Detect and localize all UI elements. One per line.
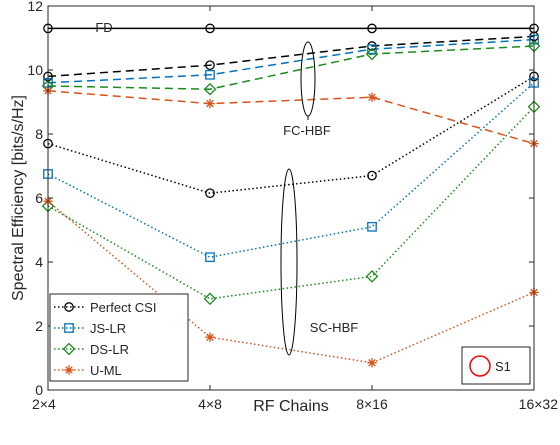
axis-ticks: 0 2 4 6 8 10 12 2×4 4×8 8×16 16×32 [27,0,558,412]
series-line-fc_js [47,38,535,84]
scenario-label: S1 [495,359,511,374]
series-line-sc_ds [47,106,535,300]
fc-hbf-label: FC-HBF [283,123,331,138]
legend-item-sc_ds: DS-LR [54,342,129,357]
data-point-sc_perfect [205,188,215,199]
y-tick-label: 0 [35,382,43,398]
legend-label: Perfect CSI [90,300,156,315]
x-tick-label: 4×8 [198,396,222,412]
legend-label: DS-LR [90,342,129,357]
data-point-fd [367,23,377,34]
y-tick-label: 12 [27,0,43,14]
data-point-fd [205,23,215,34]
legend-item-sc_uml: U-ML [54,363,122,378]
legend-marker [64,365,74,375]
legend-item-sc_perfect: Perfect CSI [54,300,156,315]
data-point-sc_js [205,252,215,263]
y-axis-title: Spectral Efficiency [bits/s/Hz] [10,95,27,301]
y-tick-label: 8 [35,126,43,142]
data-point-sc_js [367,221,377,232]
data-point-fc_js [205,69,215,80]
legend-item-sc_js: JS-LR [54,321,126,336]
x-tick-label: 2×4 [32,396,56,412]
legend-label: JS-LR [90,321,126,336]
legend-label: U-ML [90,363,122,378]
series-line-sc_perfect [47,75,535,194]
legend: Perfect CSI JS-LR DS-LR U-ML [49,293,189,382]
scenario-marker-icon [469,355,491,377]
x-tick-label: 8×16 [356,396,388,412]
data-point-sc_uml [205,332,215,342]
y-tick-label: 6 [35,190,43,206]
data-point-sc_uml [367,358,377,368]
scenario-box: S1 [461,346,531,385]
fd-label: FD [95,20,112,35]
series-line-fc_perfect [47,35,535,78]
x-axis-title: RF Chains [253,398,329,415]
legend-marker [62,342,76,356]
y-tick-label: 10 [27,62,43,78]
data-point-fc_ds [203,82,217,96]
data-point-sc_ds [203,292,217,306]
data-point-fc_perfect [205,60,215,71]
legend-marker [64,323,74,333]
data-point-fc_uml [205,98,215,109]
sc-hbf-ellipse [280,168,298,356]
data-point-fc_js [367,44,377,55]
x-tick-label: 16×32 [519,396,559,412]
series-line-sc_js [47,82,535,258]
data-point-fc_uml [367,92,377,102]
series-lines [47,27,535,364]
data-point-sc_ds [365,270,379,283]
series-line-fc_ds [47,45,535,90]
y-tick-label: 4 [35,254,43,270]
y-tick-label: 2 [35,318,43,334]
sc-hbf-label: SC-HBF [310,320,358,335]
data-point-sc_perfect [367,170,377,181]
data-point-fc_ds [365,47,379,61]
legend-marker [64,302,74,312]
series-line-fc_uml [47,90,535,145]
